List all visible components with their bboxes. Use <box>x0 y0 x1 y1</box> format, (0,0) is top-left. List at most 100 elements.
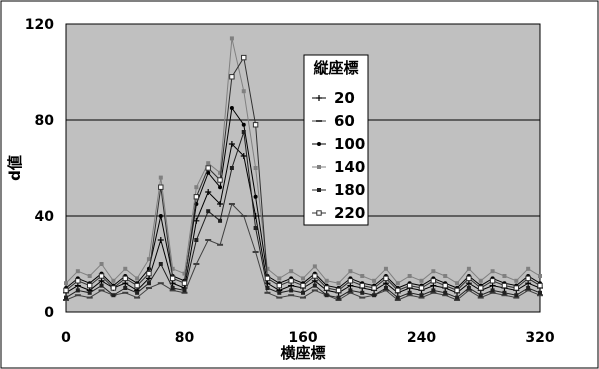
point-220-29 <box>406 282 413 289</box>
y-tick-label-2: 80 <box>35 113 55 129</box>
point-140-13 <box>218 170 223 175</box>
point-140-33 <box>455 281 460 286</box>
x-tick-label-4: 320 <box>525 330 554 346</box>
point-140-38 <box>514 278 519 283</box>
point-140-35 <box>478 278 483 283</box>
point-180-20 <box>301 290 305 295</box>
point-220-12 <box>205 165 211 171</box>
point-180-36 <box>490 288 495 293</box>
legend-label-220: 220 <box>334 204 365 222</box>
point-180-5 <box>123 286 128 290</box>
point-180-7 <box>146 281 151 286</box>
point-220-17 <box>264 275 271 282</box>
point-140-2 <box>87 274 92 278</box>
legend-item-140: 140 <box>312 158 365 176</box>
y-tick-label-0: 0 <box>44 305 54 321</box>
legend-item-60: 60 <box>312 112 355 130</box>
point-140-27 <box>383 266 388 271</box>
point-220-24 <box>347 278 354 284</box>
point-140-37 <box>502 274 507 278</box>
point-20-7 <box>145 275 152 282</box>
point-180-33 <box>455 295 460 300</box>
series-60 <box>63 203 543 301</box>
point-20-34 <box>465 280 472 287</box>
point-100-8 <box>158 214 163 218</box>
point-180-9 <box>170 286 175 290</box>
point-20-1 <box>74 282 81 289</box>
point-220-6 <box>134 282 140 289</box>
y-tick-label-1: 40 <box>35 209 55 225</box>
point-180-38 <box>514 293 519 298</box>
point-180-8 <box>158 262 163 266</box>
point-220-33 <box>454 287 460 294</box>
legend-swatch-marker-100 <box>317 142 321 146</box>
point-20-19 <box>288 282 295 289</box>
point-220-25 <box>359 282 365 289</box>
point-220-26 <box>371 285 377 291</box>
x-tick-label-1: 80 <box>175 330 195 346</box>
point-180-17 <box>265 286 270 290</box>
point-220-27 <box>383 275 389 282</box>
legend-swatch-marker-180 <box>317 188 321 192</box>
point-100-13 <box>218 185 223 190</box>
legend: 縦座標 20 60 100 140 180 220 <box>303 54 369 226</box>
legend-label-60: 60 <box>334 112 355 130</box>
point-220-5 <box>122 275 128 282</box>
legend-swatch-marker-20 <box>316 95 322 101</box>
point-220-30 <box>418 285 425 291</box>
point-180-0 <box>64 295 68 300</box>
point-140-40 <box>538 274 542 278</box>
point-220-40 <box>537 282 543 289</box>
point-180-12 <box>206 209 211 214</box>
point-180-18 <box>277 290 282 295</box>
point-220-38 <box>513 285 519 291</box>
point-180-19 <box>289 288 294 293</box>
legend-items: 20 60 100 140 180 220 <box>312 89 365 222</box>
point-20-8 <box>157 237 164 243</box>
point-20-31 <box>430 282 437 289</box>
point-220-21 <box>312 273 318 279</box>
point-20-16 <box>252 213 259 219</box>
point-180-22 <box>324 293 329 298</box>
point-180-31 <box>431 288 436 293</box>
point-180-25 <box>360 290 365 295</box>
point-140-9 <box>170 266 175 271</box>
point-180-40 <box>538 290 542 295</box>
point-180-26 <box>372 293 377 298</box>
point-140-1 <box>75 269 80 274</box>
point-180-10 <box>182 288 187 293</box>
point-20-12 <box>205 189 212 195</box>
point-220-4 <box>110 285 117 291</box>
gridlines <box>66 119 540 217</box>
point-180-13 <box>218 218 223 223</box>
point-140-15 <box>241 89 246 94</box>
point-180-23 <box>336 295 341 300</box>
point-220-9 <box>169 275 176 282</box>
legend-label-20: 20 <box>334 89 355 107</box>
point-140-14 <box>229 36 234 41</box>
point-180-35 <box>478 293 483 298</box>
point-20-24 <box>347 282 354 289</box>
point-180-34 <box>466 286 471 290</box>
legend-swatch-marker-220 <box>316 210 322 216</box>
point-220-36 <box>489 278 496 284</box>
point-180-28 <box>395 295 400 300</box>
x-tick-label-0: 0 <box>61 330 71 346</box>
point-220-11 <box>193 194 200 200</box>
point-180-24 <box>348 288 353 293</box>
legend-label-140: 140 <box>334 158 365 176</box>
point-220-3 <box>98 273 105 279</box>
legend-label-100: 100 <box>334 135 365 153</box>
point-180-29 <box>407 290 412 295</box>
point-180-39 <box>526 286 531 290</box>
point-140-17 <box>265 266 270 271</box>
point-220-16 <box>252 122 259 128</box>
point-140-24 <box>348 269 353 274</box>
point-180-6 <box>135 290 140 295</box>
point-180-11 <box>194 238 199 242</box>
point-20-3 <box>98 277 105 284</box>
point-220-7 <box>146 270 152 277</box>
point-180-2 <box>87 290 92 295</box>
point-140-31 <box>431 269 436 274</box>
